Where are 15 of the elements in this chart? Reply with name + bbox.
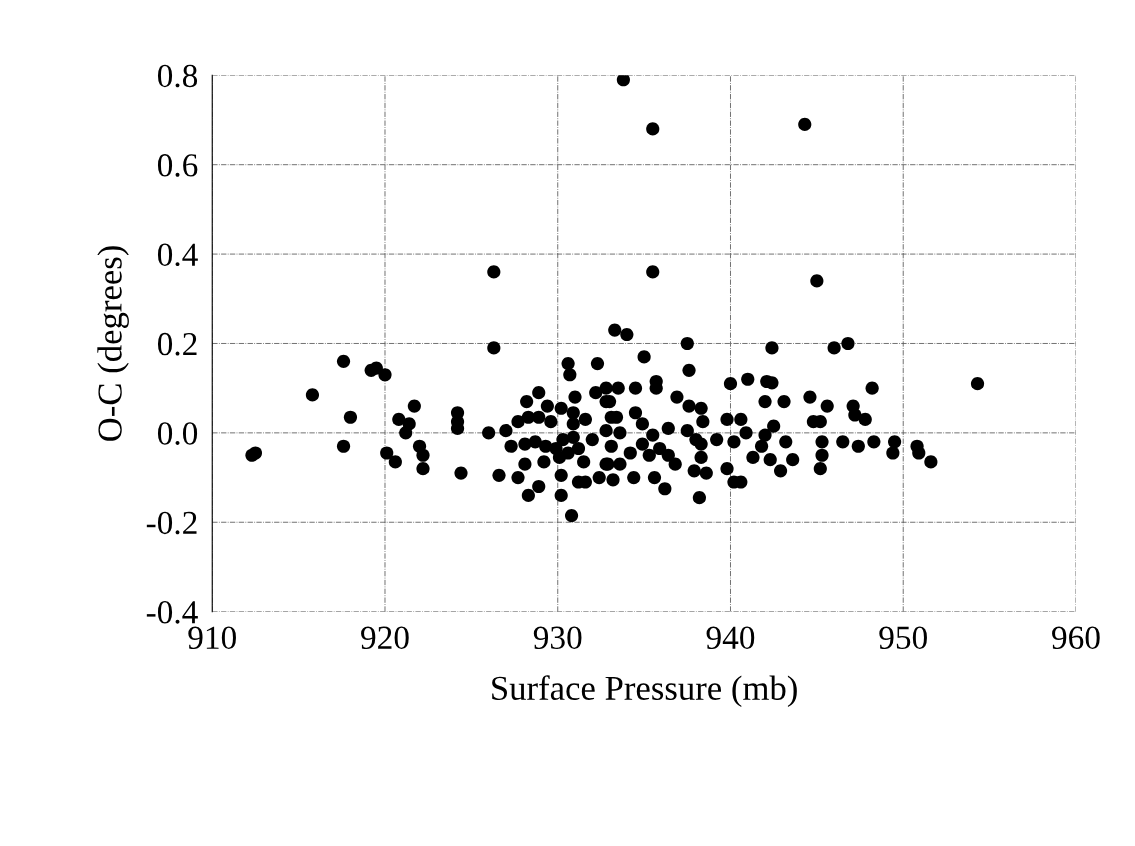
x-tick-label: 960 xyxy=(1052,626,1100,650)
y-tick-label: 0.8 xyxy=(157,64,198,88)
x-tick-label: 920 xyxy=(361,626,409,650)
x-tick-label: 940 xyxy=(706,626,755,650)
y-tick-label: -0.4 xyxy=(146,601,198,624)
x-tick-label: 930 xyxy=(533,626,582,650)
y-tick-label: -0.2 xyxy=(146,511,197,535)
x-axis-title: Surface Pressure (mb) xyxy=(492,675,797,708)
x-tick-label: 950 xyxy=(879,626,927,650)
y-tick-label: 0.2 xyxy=(157,332,197,356)
y-tick-label: 0.0 xyxy=(157,422,198,445)
y-axis-title: O-C (degrees) xyxy=(97,246,129,441)
x-tick-label: 910 xyxy=(188,626,236,650)
y-tick-label: 0.6 xyxy=(157,154,198,177)
y-tick-label: 0.4 xyxy=(157,243,198,267)
